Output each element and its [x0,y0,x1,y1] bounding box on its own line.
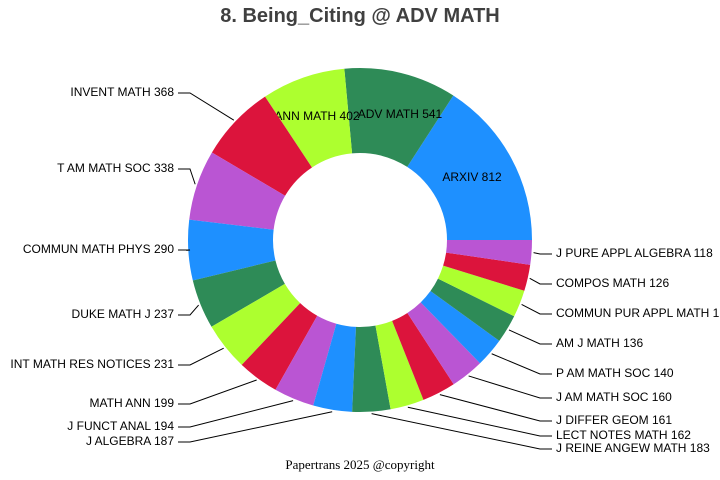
label-arxiv: ARXIV 812 [442,170,502,184]
leader-line-t-am-math-soc [178,168,196,185]
leader-line-lect-notes-math [407,406,552,437]
label-duke-math-j: DUKE MATH J 237 [72,307,175,321]
slice-j-algebra [313,323,357,412]
label-math-ann: MATH ANN 199 [90,396,175,410]
slice-am-j-math [430,278,515,341]
leader-line-commun-pur-appl-math [521,304,552,315]
slice-duke-math-j [192,260,285,327]
slice-ann-math [265,68,353,168]
label-commun-math-phys: COMMUN MATH PHYS 290 [23,242,174,256]
leader-line-j-reine-angew-math [371,413,552,450]
label-j-reine-angew-math: J REINE ANGEW MATH 183 [556,441,710,455]
leader-line-j-funct-anal [178,400,294,428]
label-am-j-math: AM J MATH 136 [556,336,643,350]
slice-j-pure-appl-algebra [446,240,532,265]
label-t-am-math-soc: T AM MATH SOC 338 [57,161,174,175]
slice-adv-math [344,68,454,167]
label-j-pure-appl-algebra: J PURE APPL ALGEBRA 118 [556,246,713,260]
slice-p-am-math-soc [420,291,500,364]
label-compos-math: COMPOS MATH 126 [556,276,669,290]
label-j-am-math-soc: J AM MATH SOC 160 [556,390,672,404]
label-j-funct-anal: J FUNCT ANAL 194 [67,419,174,433]
slice-j-am-math-soc [407,302,481,385]
slice-math-ann [241,303,318,390]
slice-compos-math [443,252,531,291]
slice-arxiv [407,95,532,240]
leader-line-compos-math [529,277,552,285]
label-adv-math: ADV MATH 541 [358,107,443,121]
slice-int-math-res-notices [211,283,301,365]
slice-commun-pur-appl-math [437,265,525,317]
label-lect-notes-math: LECT NOTES MATH 162 [556,428,691,442]
label-j-algebra: J ALGEBRA 187 [86,434,174,448]
copyright-footer: Papertrans 2025 @copyright [285,457,435,472]
leader-line-p-am-math-soc [491,353,552,375]
slice-lect-notes-math [375,320,424,410]
slice-invent-math [211,96,312,196]
leader-line-j-pure-appl-algebra [533,252,552,255]
slice-j-differ-geom [392,312,454,400]
leader-line-invent-math [178,92,235,121]
leader-line-math-ann [178,379,257,405]
leader-line-int-math-res-notices [178,347,224,366]
label-p-am-math-soc: P AM MATH SOC 140 [556,366,674,380]
leader-line-j-am-math-soc [468,375,552,399]
label-int-math-res-notices: INT MATH RES NOTICES 231 [10,357,174,371]
label-ann-math: ANN MATH 402 [274,109,359,123]
leader-line-duke-math-j [178,304,200,316]
chart-title: 8. Being_Citing @ ADV MATH [220,5,500,27]
slice-j-funct-anal [275,315,337,406]
leader-line-j-differ-geom [439,394,552,422]
slice-commun-math-phys [188,219,276,281]
label-j-differ-geom: J DIFFER GEOM 161 [556,413,672,427]
leader-line-j-algebra [178,411,333,443]
label-invent-math: INVENT MATH 368 [70,85,174,99]
slice-t-am-math-soc [189,152,286,230]
leader-line-am-j-math [508,329,552,345]
label-commun-pur-appl-math: COMMUN PUR APPL MATH 1 [556,306,720,320]
slice-j-reine-angew-math [352,325,391,412]
